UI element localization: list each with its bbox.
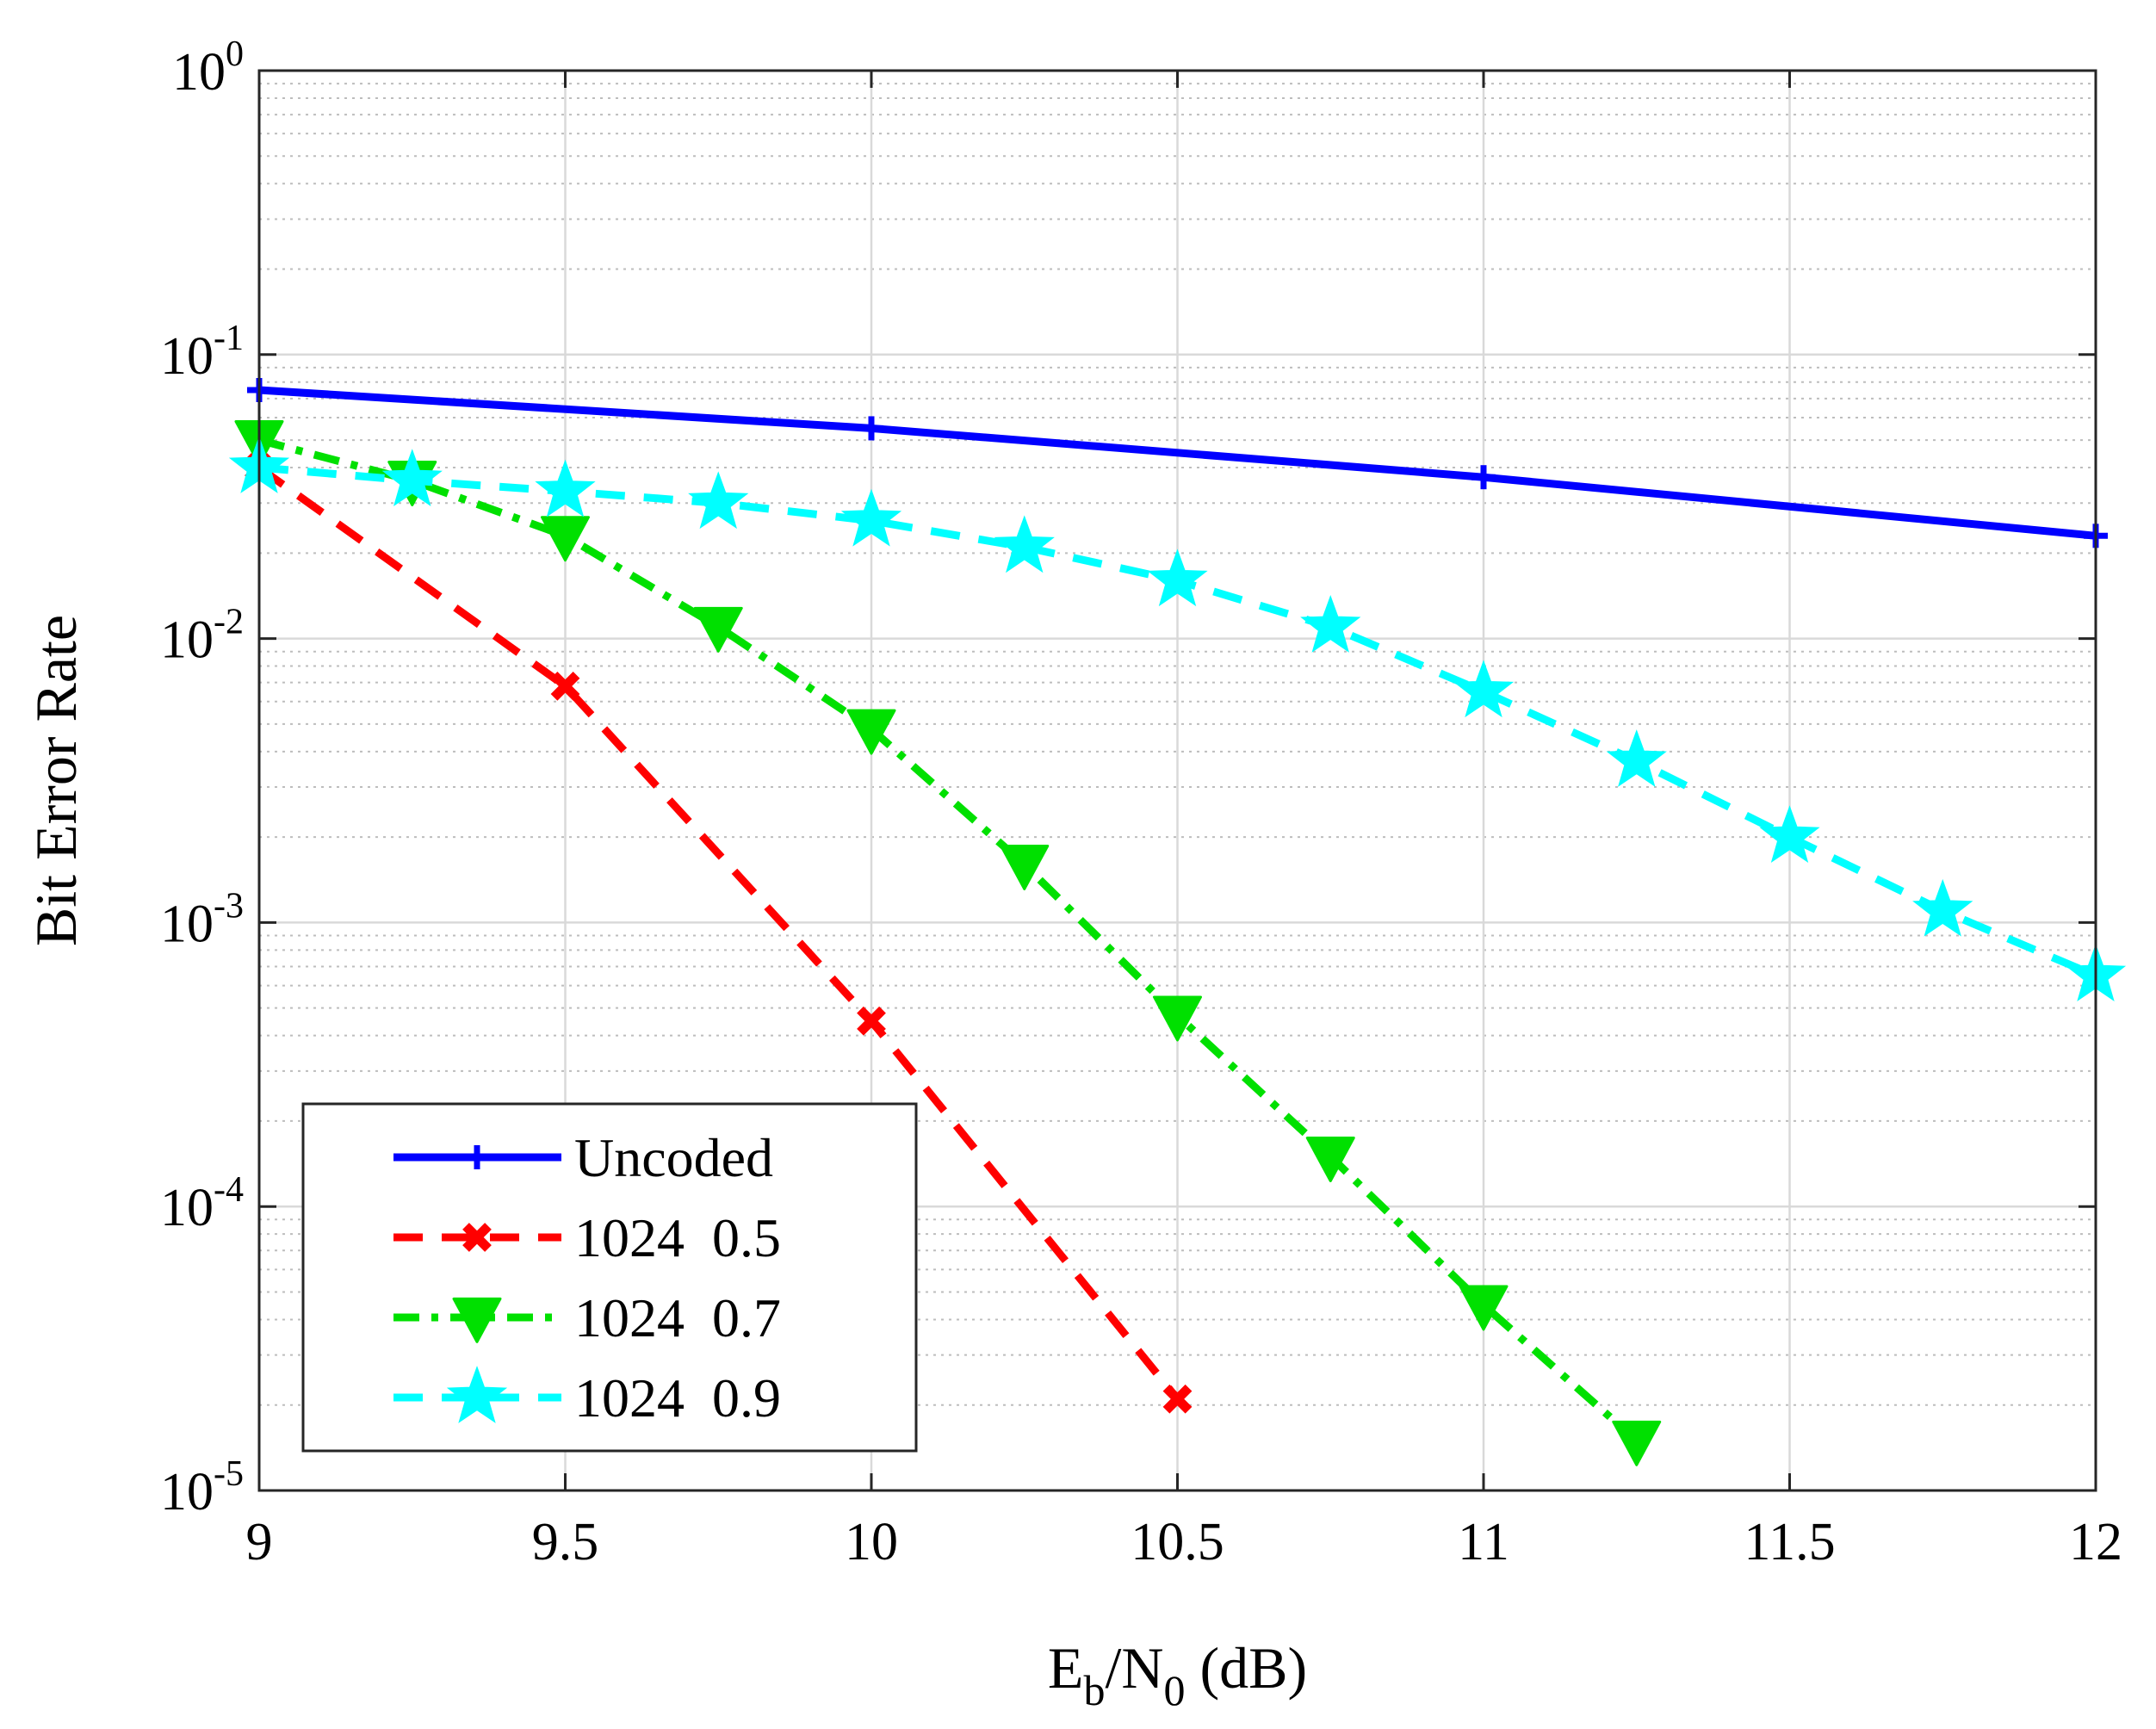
data-point-marker — [465, 1145, 489, 1169]
legend-item: 1024 0.5 — [393, 1207, 781, 1268]
data-point-marker — [462, 1223, 492, 1252]
y-tick-label-base: 10 — [172, 43, 226, 102]
data-point-marker — [840, 488, 902, 547]
x-tick-label: 11 — [1458, 1513, 1509, 1571]
data-point-marker — [1300, 595, 1361, 653]
data-point-marker — [857, 1006, 886, 1036]
legend-item: 1024 0.9 — [393, 1366, 781, 1428]
x-tick-label: 10 — [845, 1513, 898, 1571]
axes: 9 9.5 10 10.5 11 11.5 1210-510-410-310-210-110… — [23, 34, 2122, 1714]
y-tick-label-exponent: -5 — [214, 1454, 244, 1494]
legend-label: 1024 0.9 — [574, 1367, 781, 1428]
data-point-marker — [693, 606, 743, 653]
data-point-marker — [1162, 1384, 1193, 1414]
x-tick-label: 10.5 — [1131, 1513, 1224, 1571]
data-point-marker — [1000, 844, 1050, 890]
y-tick-label-exponent: -4 — [214, 1170, 244, 1210]
x-axis-title-part: b — [1083, 1666, 1105, 1714]
data-point-marker — [1612, 1420, 1662, 1466]
y-tick-label: 10-5 — [160, 1454, 244, 1521]
marker-stroke — [462, 1223, 492, 1252]
y-axis-title: Bit Error Rate — [23, 615, 89, 946]
series-line — [258, 386, 2097, 540]
y-tick-label-exponent: -3 — [214, 886, 244, 926]
y-tick-label-base: 10 — [160, 327, 214, 386]
x-axis-title-part: 0 — [1163, 1666, 1185, 1714]
data-point-marker — [1471, 465, 1496, 490]
x-tick-label: 9 — [246, 1513, 273, 1571]
x-tick-label: 9.5 — [532, 1513, 599, 1571]
data-point-marker — [541, 516, 590, 562]
y-tick-label: 10-2 — [160, 603, 244, 670]
data-point-marker — [452, 1297, 502, 1343]
data-point-marker — [1459, 1285, 1509, 1331]
y-tick-label-exponent: -2 — [214, 603, 244, 642]
data-point-marker — [446, 1366, 508, 1423]
x-tick-label: 11.5 — [1744, 1513, 1835, 1571]
x-axis-title-part: /N — [1105, 1635, 1163, 1701]
y-tick-label-base: 10 — [160, 895, 214, 953]
data-point-marker — [550, 671, 580, 701]
y-tick-label-base: 10 — [160, 611, 214, 670]
marker-stroke — [857, 1006, 886, 1036]
x-tick-label: 12 — [2069, 1513, 2122, 1571]
legend-label: Uncoded — [574, 1127, 773, 1188]
data-point-marker — [1912, 878, 1973, 937]
legend-item: Uncoded — [393, 1127, 773, 1188]
legend-label: 1024 0.7 — [574, 1287, 781, 1348]
data-point-marker — [1153, 995, 1202, 1042]
data-point-marker — [1759, 805, 1820, 863]
y-tick-label-exponent: 0 — [226, 34, 244, 74]
y-tick-label: 10-1 — [160, 319, 244, 386]
data-point-marker — [859, 416, 883, 441]
data-point-marker — [994, 515, 1055, 573]
series-layer — [228, 378, 2127, 1466]
data-point-marker — [1147, 548, 1208, 607]
data-point-marker — [1305, 1137, 1355, 1182]
y-tick-label: 10-3 — [160, 886, 244, 953]
legend-item: 1024 0.7 — [393, 1287, 781, 1348]
y-tick-label: 100 — [172, 34, 244, 102]
legend-box — [301, 1102, 918, 1453]
data-point-marker — [381, 449, 443, 507]
y-tick-label-exponent: -1 — [214, 319, 244, 358]
y-tick-label: 10-4 — [160, 1170, 244, 1237]
x-axis-title: Eb/N0 (dB) — [1048, 1635, 1307, 1714]
data-point-marker — [688, 471, 749, 530]
data-point-marker — [846, 709, 896, 755]
legend-label: 1024 0.5 — [574, 1207, 781, 1268]
legend: Uncoded 1024 0.5 1024 0.7 1024 0.9 — [301, 1102, 918, 1453]
marker-stroke — [550, 671, 580, 701]
y-tick-label-base: 10 — [160, 1179, 214, 1237]
series-line — [257, 464, 1180, 1402]
data-point-marker — [1606, 729, 1667, 787]
y-tick-label-base: 10 — [160, 1463, 214, 1521]
x-axis-title-part: (dB) — [1185, 1635, 1307, 1701]
marker-stroke — [1162, 1384, 1193, 1414]
series-line — [257, 436, 1639, 1444]
data-point-marker — [535, 459, 596, 517]
data-point-marker — [1453, 660, 1515, 718]
x-axis-title-part: E — [1048, 1635, 1084, 1701]
